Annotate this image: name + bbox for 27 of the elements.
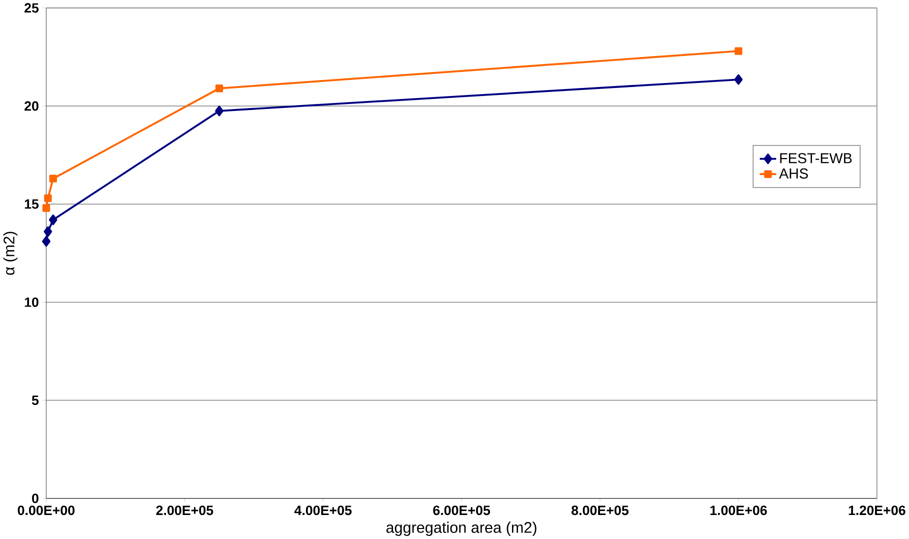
x-tick-label: 1.00E+06 [710,506,767,516]
x-tick-label: 6.00E+05 [433,506,490,516]
y-tick-label: 5 [32,396,39,405]
y-tick-label: 15 [24,199,39,209]
x-tick-label: 4.00E+05 [294,506,352,516]
x-tick-label: 2.00E+05 [156,506,214,516]
x-tick-label: 1.20E+06 [848,506,906,516]
point [48,214,58,226]
x-tick-label: 0.00E+00 [18,506,75,516]
point [734,74,743,85]
point [42,236,50,247]
x-tick-label: 8.00E+05 [572,506,629,516]
point [44,226,52,237]
y-tick-label: 10 [24,297,38,307]
point [215,84,224,92]
legend-label: AHS [779,168,808,179]
point [44,194,52,202]
point [734,47,742,55]
point [49,174,57,182]
x-axis-title: aggregation area (m2) [386,522,536,536]
y-tick-label: 0 [32,494,38,504]
y-tick-label: 25 [24,3,39,13]
legend-label: FEST-EWB [780,153,852,164]
point [215,106,224,116]
point [42,204,50,212]
y-axis-title: α (m2) [3,232,18,275]
y-tick-label: 20 [24,101,38,111]
